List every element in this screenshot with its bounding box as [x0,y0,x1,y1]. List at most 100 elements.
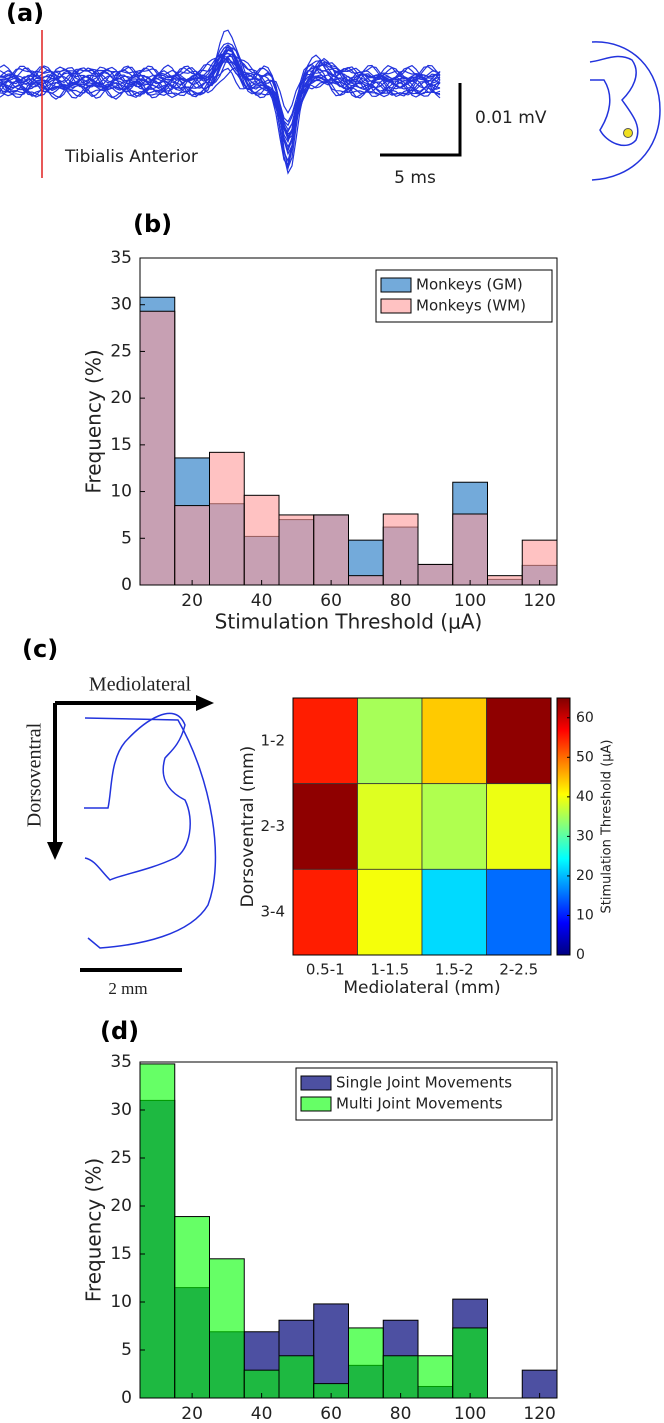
y-tick-label: 35 [110,1052,132,1072]
legend-label: Multi Joint Movements [336,1095,503,1113]
x-tick-label: 60 [320,1404,342,1423]
plot-area [139,257,558,586]
y-tick-label: 25 [110,341,132,361]
electrode-site [623,128,633,138]
colorbar-tick-label: 40 [576,789,594,805]
x-axis-label: Stimulation Threshold (μA) [215,610,483,634]
panel-label: (c) [22,635,58,663]
colorbar-label: Stimulation Threshold (μA) [600,740,615,914]
axis-name: Mediolateral [89,674,192,696]
bar [452,513,488,586]
bar [348,1327,384,1399]
muscle-label: Tibialis Anterior [64,147,198,167]
bar [174,505,210,586]
emg-traces [0,29,441,175]
y-axis-label: Frequency (%) [82,349,106,493]
heat-cell [486,783,552,870]
colorbar-tick-label: 0 [576,947,585,963]
axis-name: Dorsoventral [24,722,46,827]
y-axis-label: Frequency (%) [82,1158,106,1302]
legend-label: Single Joint Movements [336,1074,512,1092]
legend-swatch [300,1096,332,1112]
colorbar-tick-label: 50 [576,749,594,765]
x-axis-label: Mediolateral (mm) [343,978,500,998]
bar [278,514,315,586]
panel-label: (b) [133,210,172,238]
bar [382,513,419,586]
y-axis-label: Dorsoventral (mm) [238,746,258,908]
colorbar-tick-label: 60 [576,710,594,726]
heat-cell [486,697,552,785]
x-tick-label: 120 [523,591,555,611]
y-tick-label: 15 [110,1244,132,1264]
legend-label: Monkeys (WM) [416,297,526,315]
heat-cell [292,783,358,870]
y-tick-label: 25 [110,1148,132,1168]
y-tick-label: 10 [110,1292,132,1312]
legend-swatch [300,1075,332,1091]
heat-cell [292,868,358,956]
legend-swatch [380,298,412,314]
plot-area [139,1061,558,1399]
colorbar-tick-label: 10 [576,907,594,923]
colorbar [556,697,571,956]
heat-cell [421,868,487,956]
x-tick-label: 0.5-1 [306,961,345,979]
heat-cell [292,697,358,785]
colorbar-tick-label: 20 [576,868,594,884]
heat-cell [421,697,487,785]
y-tick-label: 3-4 [261,903,286,921]
scale-bar [380,83,462,157]
bar [382,1355,419,1399]
x-tick-label: 60 [320,591,342,611]
plot-area [292,697,552,956]
x-tick-label: 40 [251,591,273,611]
emg-trace [0,29,441,175]
y-tick-label: 5 [121,1340,132,1360]
bar [313,514,349,586]
x-tick-label: 40 [251,1404,273,1423]
panel-label: (a) [6,0,44,27]
bar [521,539,558,586]
bar [209,451,245,586]
x-tick-label: 100 [454,591,486,611]
y-tick-label: 20 [110,1196,132,1216]
y-tick-label: 15 [110,435,132,455]
time-scale: 5 ms [394,168,436,188]
y-tick-label: 0 [121,1388,132,1408]
bar [417,563,454,586]
emg-trace [0,60,441,131]
emg-trace [0,43,441,166]
voltage-scale: 0.01 mV [475,108,547,128]
heat-cell [357,697,423,785]
x-tick-label: 1.5-2 [435,961,474,979]
y-tick-label: 35 [110,248,132,268]
legend-swatch [380,277,412,293]
x-tick-label: 100 [454,1404,486,1423]
panel-label: (d) [100,1017,139,1045]
y-tick-label: 1-2 [261,731,286,749]
bar [487,575,523,586]
x-tick-label: 20 [181,1404,203,1423]
y-tick-label: 20 [110,388,132,408]
bar [452,1327,488,1399]
bar [139,310,176,586]
heat-cell [421,783,487,870]
x-tick-label: 1-1.5 [370,961,409,979]
legend-box [295,1067,553,1121]
x-tick-label: 80 [390,1404,412,1423]
x-tick-label: 120 [523,1404,555,1423]
bar [209,1258,245,1399]
bar [417,1355,454,1399]
y-tick-label: 5 [121,528,132,548]
x-tick-label: 20 [181,591,203,611]
bar [174,1216,210,1399]
y-tick-label: 10 [110,482,132,502]
emg-trace [0,49,441,149]
bar [139,1063,176,1399]
bar [243,494,280,586]
y-tick-label: 0 [121,575,132,595]
y-tick-label: 30 [110,295,132,315]
heat-cell [357,868,423,956]
